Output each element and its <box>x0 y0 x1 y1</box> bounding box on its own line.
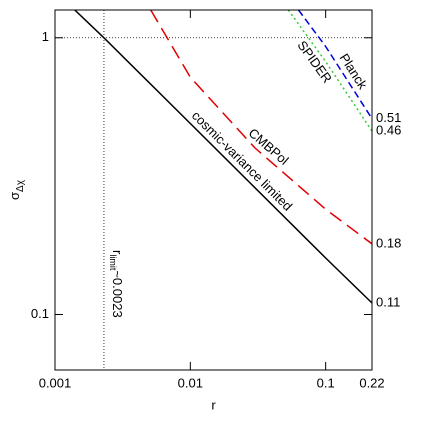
x-tick-label: 0.001 <box>39 375 72 390</box>
y-tick-label: 1 <box>42 29 49 44</box>
x-axis-label: r <box>211 397 216 412</box>
series-line <box>297 10 372 120</box>
series-line <box>287 10 372 132</box>
v-reference-text: ~0.0023 <box>110 270 125 317</box>
end-value-label: 0.51 <box>376 110 401 125</box>
x-tick-label: 0.01 <box>178 375 203 390</box>
series-label: Planck <box>337 51 371 92</box>
end-value-label: 0.18 <box>376 235 401 250</box>
end-value-label: 0.46 <box>376 123 401 138</box>
y-axis-subscript: Δχ <box>15 179 26 192</box>
end-value-label: 0.11 <box>376 294 400 309</box>
y-tick-label: 0.1 <box>31 306 49 321</box>
v-reference-subscript: limit <box>108 254 118 270</box>
x-tick-label: 0.22 <box>359 375 384 390</box>
y-axis-label: σΔχ <box>7 179 25 200</box>
v-reference-label: rlimit~0.0023 <box>108 250 125 318</box>
series-line <box>74 10 372 304</box>
series-line <box>150 10 372 245</box>
v-reference-symbol: r <box>110 250 125 255</box>
plot-lines <box>74 10 372 304</box>
y-axis-symbol: σ <box>7 192 22 200</box>
series-label: SPIDER <box>294 38 335 86</box>
x-tick-label: 0.1 <box>317 375 335 390</box>
plot-frame <box>54 9 373 371</box>
